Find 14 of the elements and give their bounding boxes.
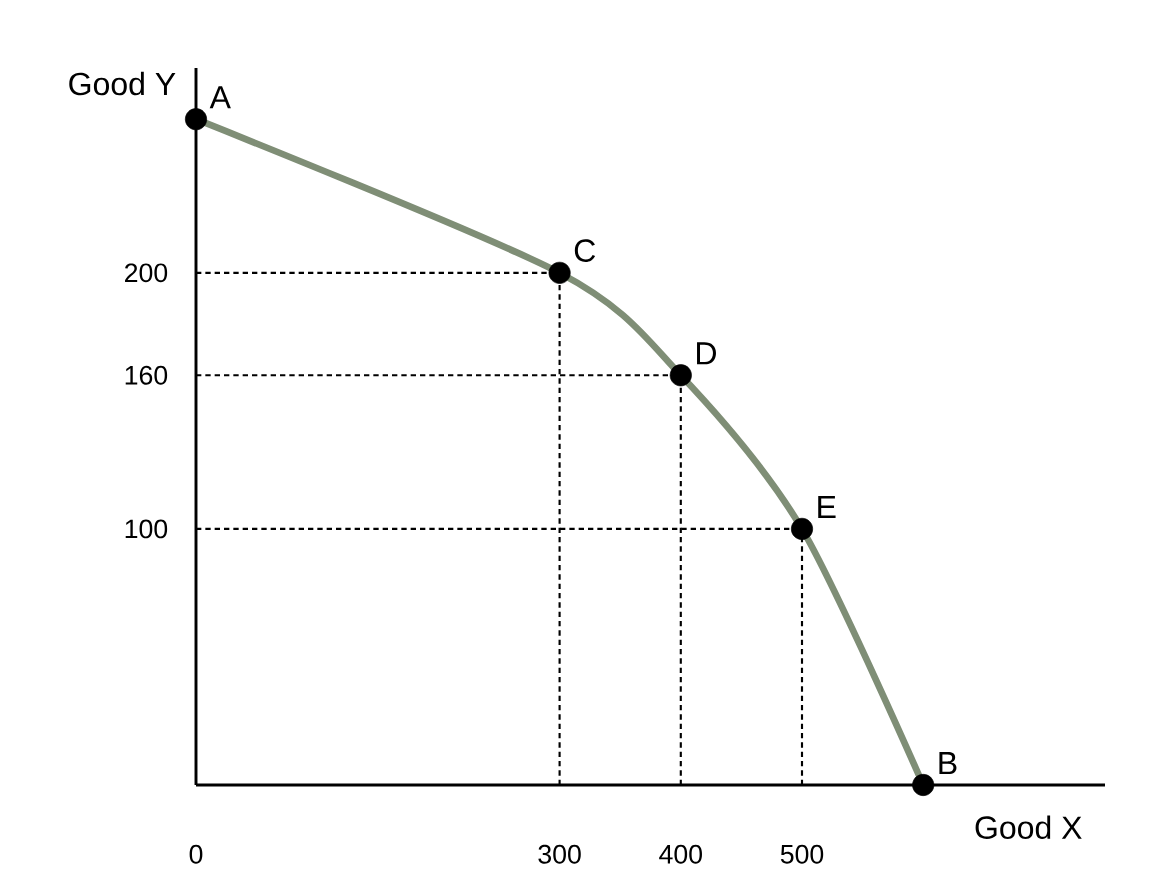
x-tick-label: 300 xyxy=(538,844,581,864)
annotation: E xyxy=(818,495,836,518)
x-tick-label: 0 xyxy=(189,844,203,864)
x-axis-title: Good X xyxy=(975,815,1082,839)
x-tick-label: 400 xyxy=(659,844,702,864)
annotation: A xyxy=(209,86,231,109)
y-tick-label: 160 xyxy=(125,365,168,385)
y-tick-label: 100 xyxy=(125,519,168,539)
x-tick-label: 500 xyxy=(780,844,824,864)
annotation: C xyxy=(574,239,596,262)
annotation: B xyxy=(939,752,957,775)
y-tick-label: 200 xyxy=(125,263,168,283)
annotation: D xyxy=(697,342,716,365)
y-axis-title: Good Y xyxy=(69,71,176,96)
